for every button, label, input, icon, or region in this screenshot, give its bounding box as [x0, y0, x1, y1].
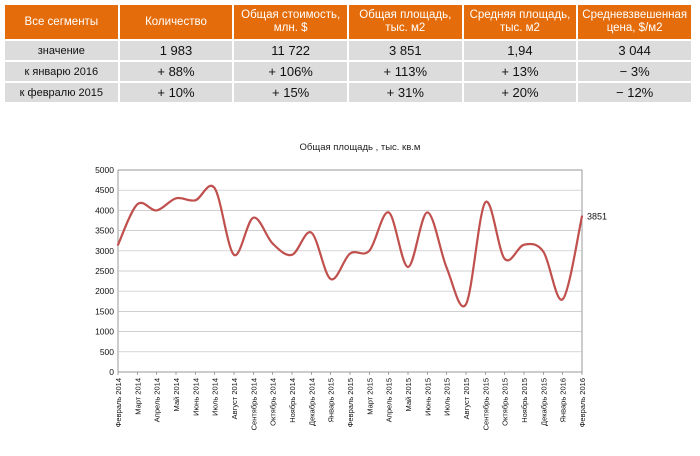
x-tick-label: Июнь 2014: [191, 378, 200, 416]
y-tick-label: 2500: [95, 266, 114, 276]
header-count: Количество: [119, 5, 233, 39]
y-tick-label: 3000: [95, 246, 114, 256]
x-tick-label: Декабрь 2014: [307, 378, 316, 426]
table-cell: 1,94: [463, 41, 577, 60]
table-cell: + 20%: [463, 83, 577, 102]
y-tick-label: 500: [100, 347, 114, 357]
table-row: к февралю 2015 + 10% + 15% + 31% + 20% −…: [5, 83, 691, 102]
table-cell: − 3%: [578, 62, 691, 81]
x-axis-ticks: Февраль 2014 Март 2014 Апрель 2014 Май 2014…: [114, 372, 587, 430]
row-label: к январю 2016: [5, 62, 118, 81]
summary-header-row: Все сегменты Количество Общая стоимость,…: [5, 5, 691, 39]
table-cell: + 31%: [348, 83, 462, 102]
y-tick-label: 4500: [95, 185, 114, 195]
series-line: [116, 184, 584, 308]
x-tick-label: Декабрь 2015: [539, 378, 548, 426]
x-tick-label: Март 2014: [133, 378, 142, 415]
x-tick-label: Февраль 2016: [578, 378, 587, 427]
table-cell: + 106%: [234, 62, 347, 81]
y-tick-label: 4000: [95, 205, 114, 215]
table-row: значение 1 983 11 722 3 851 1,94 3 044: [5, 41, 691, 60]
y-tick-label: 1000: [95, 327, 114, 337]
x-tick-label: Август 2014: [230, 378, 239, 419]
x-tick-label: Апрель 2014: [153, 378, 162, 422]
header-average-area: Средняя площадь, тыс. м2: [463, 5, 577, 39]
x-tick-label: Июль 2015: [443, 378, 452, 416]
y-tick-label: 1500: [95, 306, 114, 316]
table-cell: + 15%: [234, 83, 347, 102]
table-cell: 3 851: [348, 41, 462, 60]
x-tick-label: Апрель 2015: [385, 378, 394, 422]
end-value-label: 3851: [587, 211, 607, 221]
table-cell: 11 722: [234, 41, 347, 60]
table-cell: + 13%: [463, 62, 577, 81]
x-tick-label: Январь 2015: [327, 378, 336, 422]
x-tick-label: Февраль 2015: [346, 378, 355, 427]
summary-table: Все сегменты Количество Общая стоимость,…: [3, 3, 693, 104]
x-tick-label: Май 2015: [404, 378, 413, 411]
y-tick-label: 5000: [95, 165, 114, 175]
x-tick-label: Сентябрь 2015: [481, 378, 490, 430]
y-tick-label: 0: [109, 367, 114, 377]
table-cell: + 10%: [119, 83, 233, 102]
header-weighted-price: Средневзвешенная цена, $/м2: [578, 5, 691, 39]
x-tick-label: Ноябрь 2015: [520, 378, 529, 423]
x-tick-label: Октябрь 2015: [501, 378, 510, 426]
x-tick-label: Февраль 2014: [114, 378, 123, 427]
header-total-value: Общая стоимость, млн. $: [234, 5, 347, 39]
x-tick-label: Октябрь 2014: [269, 378, 278, 426]
table-cell: 1 983: [119, 41, 233, 60]
header-segments: Все сегменты: [5, 5, 118, 39]
x-tick-label: Январь 2016: [559, 378, 568, 422]
x-tick-label: Август 2015: [462, 378, 471, 419]
row-label: к февралю 2015: [5, 83, 118, 102]
x-tick-label: Май 2014: [172, 378, 181, 411]
x-tick-label: Ноябрь 2014: [288, 378, 297, 423]
x-tick-label: Июнь 2015: [423, 378, 432, 416]
table-cell: + 113%: [348, 62, 462, 81]
table-cell: − 12%: [578, 83, 691, 102]
row-label: значение: [5, 41, 118, 60]
header-total-area: Общая площадь, тыс. м2: [348, 5, 462, 39]
table-row: к январю 2016 + 88% + 106% + 113% + 13% …: [5, 62, 691, 81]
table-cell: 3 044: [578, 41, 691, 60]
table-cell: + 88%: [119, 62, 233, 81]
chart-title: Общая площадь , тыс. кв.м: [300, 142, 421, 153]
x-tick-label: Июль 2014: [211, 378, 220, 416]
x-tick-label: Март 2015: [365, 378, 374, 415]
gridlines: [118, 189, 582, 353]
y-axis-ticks: 0 500 1000 1500 2000 2500 3000 3500 4000 4500 5000: [95, 165, 114, 377]
y-tick-label: 2000: [95, 286, 114, 296]
y-tick-label: 3500: [95, 226, 114, 236]
x-tick-label: Сентябрь 2014: [249, 378, 258, 430]
